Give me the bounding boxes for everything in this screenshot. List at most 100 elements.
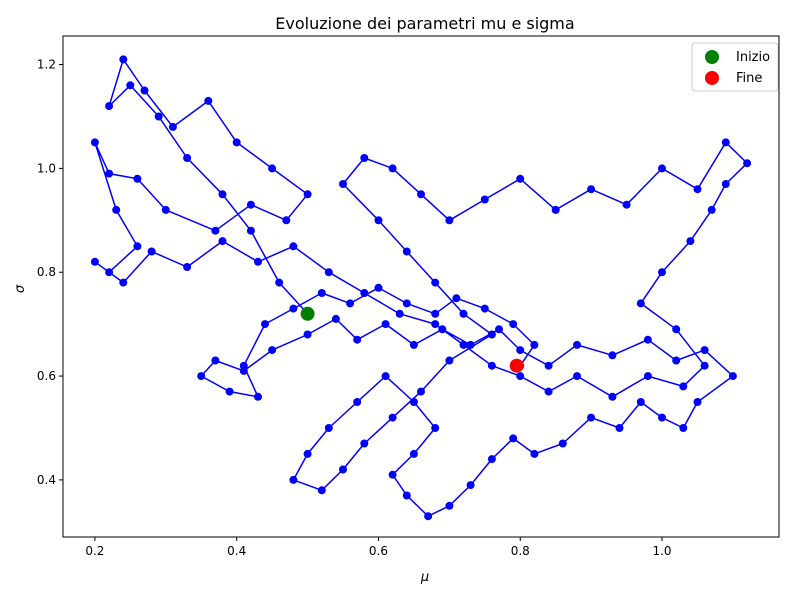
trajectory-point (119, 55, 127, 63)
trajectory-point (410, 398, 418, 406)
trajectory-point (495, 325, 503, 333)
trajectory-point (275, 279, 283, 287)
trajectory-line (95, 59, 747, 516)
trajectory-point (240, 362, 248, 370)
trajectory-point (637, 299, 645, 307)
trajectory-point (672, 357, 680, 365)
trajectory-point (382, 372, 390, 380)
y-tick-label: 0.6 (37, 369, 56, 383)
trajectory-point (516, 346, 524, 354)
trajectory-point (616, 424, 624, 432)
trajectory-point (445, 502, 453, 510)
trajectory-point (701, 362, 709, 370)
trajectory-point (112, 206, 120, 214)
plot-frame (63, 36, 779, 537)
trajectory-point (169, 123, 177, 131)
trajectory-point (254, 393, 262, 401)
trajectory-point (304, 190, 312, 198)
trajectory-point (467, 481, 475, 489)
y-tick-label: 0.4 (37, 473, 56, 487)
y-tick-label: 0.8 (37, 265, 56, 279)
trajectory-point (148, 248, 156, 256)
trajectory-point (389, 164, 397, 172)
trajectory-point (268, 164, 276, 172)
trajectory-point (325, 268, 333, 276)
trajectory-point (559, 440, 567, 448)
trajectory-point (105, 268, 113, 276)
trajectory-point (183, 263, 191, 271)
trajectory-point (481, 196, 489, 204)
trajectory-point (608, 351, 616, 359)
x-tick-label: 0.8 (511, 544, 530, 558)
trajectory-point (403, 248, 411, 256)
trajectory-point (452, 294, 460, 302)
trajectory-point (282, 216, 290, 224)
y-axis: 0.4 0.6 0.8 1.0 1.2 (37, 58, 63, 487)
trajectory-point (375, 216, 383, 224)
trajectory-point (637, 398, 645, 406)
trajectory-point (91, 138, 99, 146)
y-tick-label: 1.2 (37, 58, 56, 72)
trajectory-point (431, 424, 439, 432)
trajectory-point (701, 346, 709, 354)
trajectory-point (545, 362, 553, 370)
x-tick-label: 0.6 (369, 544, 388, 558)
trajectory-point (318, 289, 326, 297)
trajectory-point (658, 164, 666, 172)
trajectory-point (219, 190, 227, 198)
trajectory-point (197, 372, 205, 380)
trajectory-point (105, 102, 113, 110)
trajectory-point (204, 97, 212, 105)
trajectory-point (722, 138, 730, 146)
legend-marker-inizio (705, 50, 719, 64)
trajectory-point (105, 170, 113, 178)
trajectory-point (679, 382, 687, 390)
trajectory-point (268, 346, 276, 354)
y-tick-label: 1.0 (37, 161, 56, 175)
trajectory-point (133, 175, 141, 183)
fine-point (510, 359, 524, 373)
trajectory-point (460, 310, 468, 318)
trajectory-point (247, 227, 255, 235)
trajectory-point (289, 305, 297, 313)
trajectory-point (126, 81, 134, 89)
trajectory-point (261, 320, 269, 328)
trajectory-point (417, 190, 425, 198)
trajectory-point (488, 455, 496, 463)
trajectory-point (389, 414, 397, 422)
trajectory-point (686, 237, 694, 245)
trajectory-point (431, 279, 439, 287)
trajectory-point (623, 201, 631, 209)
trajectory-point (389, 471, 397, 479)
trajectory-point (658, 268, 666, 276)
trajectory-point (530, 450, 538, 458)
trajectory-point (587, 185, 595, 193)
trajectory-point (254, 258, 262, 266)
trajectory-point (573, 372, 581, 380)
trajectory-point (424, 512, 432, 520)
trajectory-point (339, 180, 347, 188)
trajectory-point (318, 486, 326, 494)
trajectory-point (644, 372, 652, 380)
trajectory-point (410, 450, 418, 458)
trajectory-point (658, 414, 666, 422)
inizio-point (301, 307, 315, 321)
y-axis-label: σ (13, 284, 28, 293)
trajectory-point (211, 357, 219, 365)
trajectory-point (304, 331, 312, 339)
trajectory-point (743, 159, 751, 167)
trajectory-point (219, 237, 227, 245)
trajectory-point (289, 476, 297, 484)
trajectory-point (403, 299, 411, 307)
x-tick-label: 0.4 (227, 544, 246, 558)
trajectory-point (672, 325, 680, 333)
trajectory-point (545, 388, 553, 396)
trajectory-point (509, 434, 517, 442)
trajectory-point (396, 310, 404, 318)
trajectory-point (226, 388, 234, 396)
trajectory-point (644, 336, 652, 344)
trajectory-point (516, 175, 524, 183)
trajectory-point (722, 180, 730, 188)
trajectory-point (410, 341, 418, 349)
trajectory-point (233, 138, 241, 146)
